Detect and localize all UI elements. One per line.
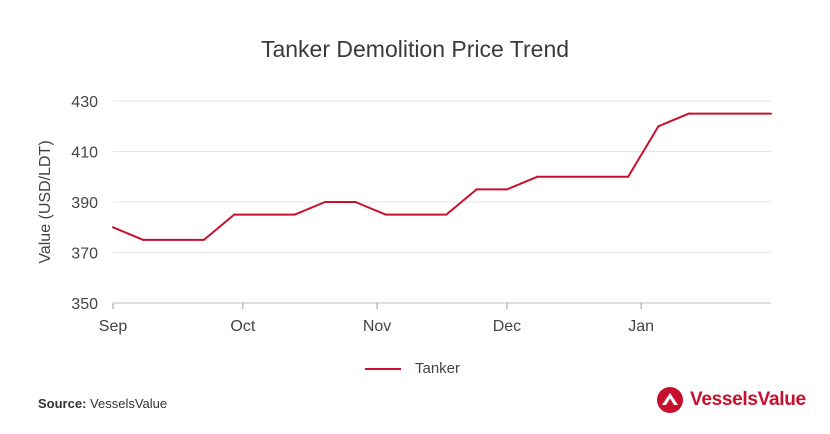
data-point [536,175,539,178]
data-point [687,112,690,115]
y-tick-label: 430 [71,94,98,111]
brand-logo: VesselsValue [656,386,806,414]
source-label: Source: [38,396,87,411]
data-point [233,213,236,216]
y-axis-ticks: 430 410 390 370 350 [71,94,98,313]
data-point [475,188,478,191]
data-point [202,238,205,241]
grid-lines [113,100,771,304]
data-point [354,201,357,203]
y-tick-label: 390 [71,195,98,212]
data-point [627,175,630,178]
x-tick-label: Oct [230,318,255,335]
source-value: VesselsValue [90,396,168,411]
chart-title: Tanker Demolition Price Trend [260,36,570,62]
legend-label-tanker: Tanker [415,360,461,377]
series-line-tanker [112,112,771,241]
legend: Tanker [365,360,460,377]
vesselsvalue-logo-icon [657,387,683,413]
series-layer [112,112,772,241]
data-point [770,112,772,115]
data-point [384,213,387,216]
y-tick-label: 350 [71,296,98,313]
data-point [657,125,660,128]
brand-name: VesselsValue [690,389,806,410]
x-axis-ticks: Sep Oct Nov Dec Jan [99,303,654,335]
data-point [324,201,327,203]
y-axis-label: Value (USD/LDT) [37,140,54,263]
x-tick-label: Jan [628,318,654,335]
x-tick-label: Nov [363,318,391,335]
data-point [293,213,296,216]
data-point [112,226,114,229]
data-point [445,213,448,216]
source-note: Source: VesselsValue [38,396,167,411]
x-tick-label: Dec [493,318,521,335]
x-tick-label: Sep [99,318,128,335]
data-point [505,188,508,191]
y-tick-label: 370 [71,246,98,263]
data-point [142,238,145,241]
legend-swatch-tanker [365,367,401,370]
y-tick-label: 410 [71,145,98,162]
